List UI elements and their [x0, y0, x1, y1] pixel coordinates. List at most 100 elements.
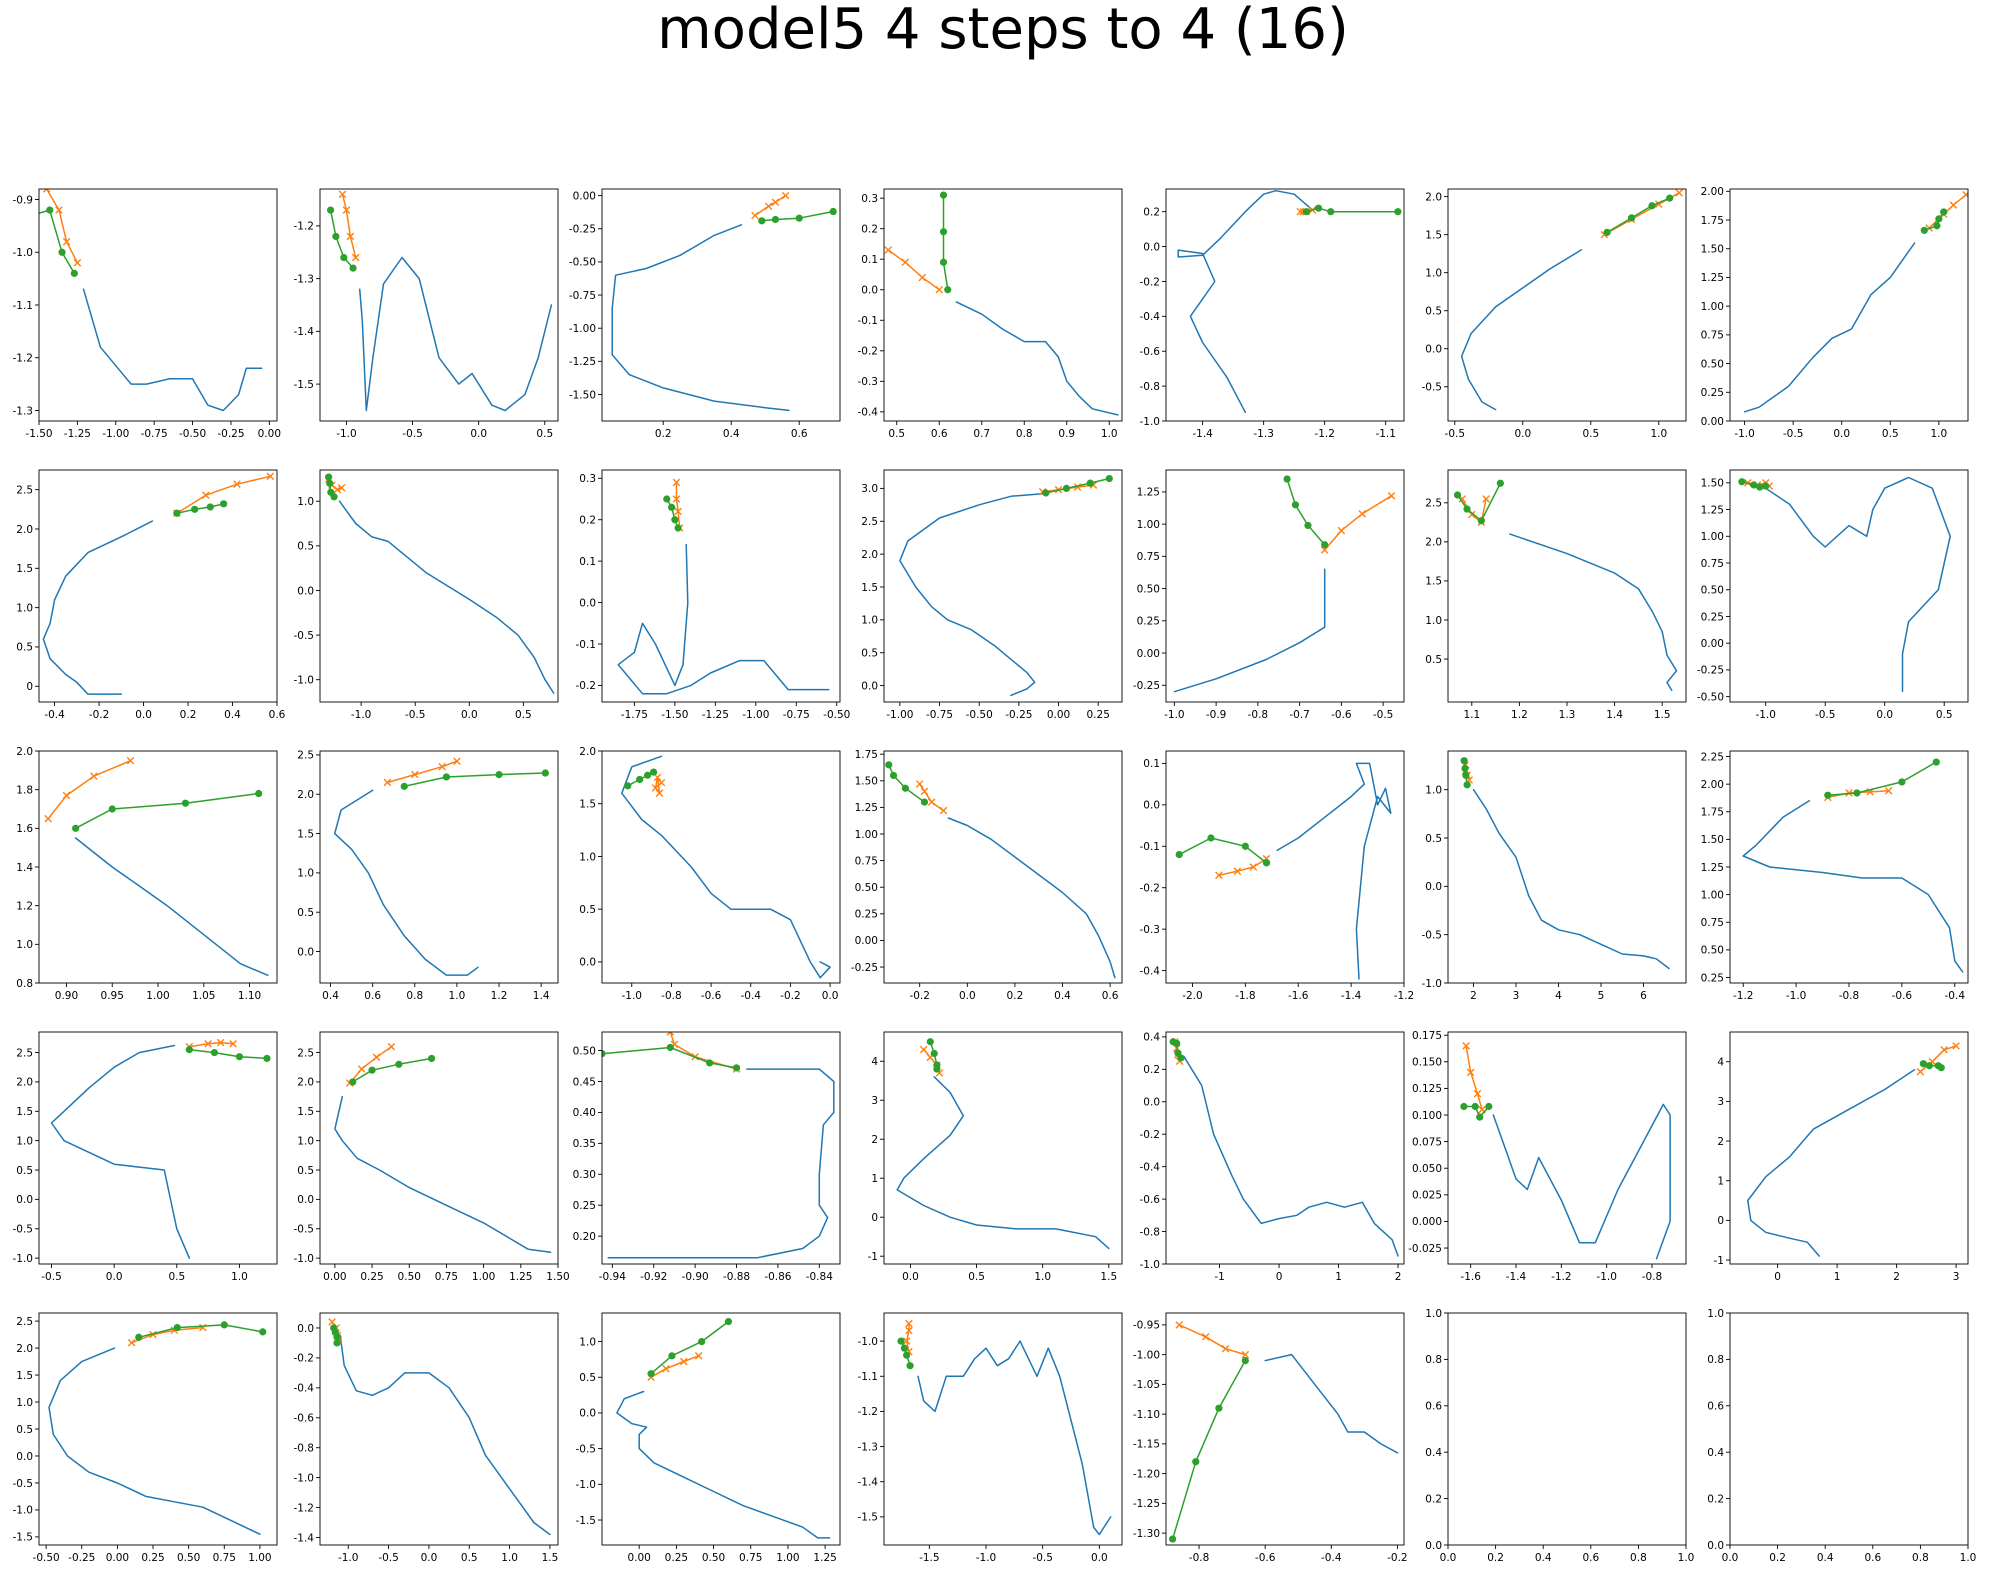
axes-frame — [883, 188, 1123, 422]
truth-marker — [1962, 190, 1968, 199]
subplot-6: -0.5 0.0 0.5 1.0 -0.5 0.0 0.5 1.0 1.5 2.0 — [1422, 188, 1687, 440]
truth-marker — [438, 762, 446, 771]
prediction-marker — [330, 493, 338, 501]
y-tick-label: 0.125 — [1412, 1083, 1442, 1095]
x-tick-label: 0.25 — [360, 1271, 383, 1283]
truth-marker — [1949, 201, 1958, 209]
prediction-marker — [906, 1362, 914, 1370]
x-tick-label: 0.0 — [1876, 709, 1893, 721]
plot-area — [1738, 476, 1951, 693]
y-tick-label: -0.8 — [1140, 381, 1161, 393]
history-line — [1492, 1103, 1671, 1260]
subplot-32: -1.5 -1.0 -0.5 0.0 -1.5 -1.4 -1.3 -1.2 -1.1 -1.0 — [858, 1312, 1123, 1564]
prediction-marker — [649, 768, 658, 776]
axes-frame — [1165, 750, 1405, 984]
subplot-10: -1.75 -1.50 -1.25 -1.00 -0.75 -0.50 -0.2 -0.1 0.… — [576, 469, 850, 721]
y-tick-label: 0.5 — [297, 1165, 314, 1177]
y-tick-label: -1.4 — [858, 1477, 879, 1489]
x-tick-label: 0.00 — [627, 1552, 650, 1564]
x-tick-label: 6 — [1640, 990, 1647, 1002]
prediction-marker — [1937, 1064, 1945, 1072]
x-tick-label: 0.4 — [1054, 990, 1071, 1002]
truth-marker — [127, 1338, 136, 1347]
history-line — [358, 256, 553, 412]
x-tick-label: 5 — [1598, 990, 1605, 1002]
prediction-marker — [1933, 222, 1941, 230]
subplot-35: 0.0 0.2 0.4 0.6 0.8 1.0 0.0 0.2 0.4 0.6 0.8 1.0 — [1707, 1308, 1976, 1564]
prediction-marker — [173, 1323, 181, 1332]
subplot-14: -1.0 -0.5 0.0 0.5 -0.50 -0.25 0.00 0.25 0.50 0.75… — [1697, 469, 1969, 721]
prediction-marker — [220, 500, 228, 508]
truth-line — [1323, 495, 1393, 551]
truth-marker — [1952, 1042, 1960, 1050]
prediction-marker — [46, 206, 54, 214]
y-tick-label: 0.0 — [861, 680, 878, 692]
y-tick-label: -0.1 — [576, 639, 597, 651]
y-tick-label: 0.8 — [16, 978, 33, 990]
prediction-marker — [1321, 541, 1329, 549]
y-tick-label: 0.0 — [16, 1451, 33, 1463]
plot-area — [899, 474, 1113, 697]
y-tick-label: -1 — [868, 1251, 878, 1263]
plot-area — [1177, 189, 1402, 414]
x-tick-label: 0.0 — [106, 1271, 123, 1283]
truth-marker — [905, 1326, 913, 1335]
y-tick-label: 2.0 — [1425, 537, 1442, 549]
subplot-1: -1.50 -1.25 -1.00 -0.75 -0.50 -0.25 0.00 -1.3 -1… — [13, 188, 281, 440]
y-tick-label: 1.50 — [1701, 478, 1724, 490]
truth-marker — [333, 485, 342, 494]
x-tick-label: 1.0 — [449, 990, 466, 1002]
prediction-marker — [698, 1337, 706, 1346]
truth-marker — [73, 259, 82, 267]
history-line — [1747, 1068, 1916, 1257]
prediction-line — [900, 1340, 911, 1367]
x-tick-label: 0.2 — [1007, 990, 1024, 1002]
y-tick-label: -1.0 — [294, 1472, 315, 1484]
y-tick-label: 1 — [1717, 1176, 1724, 1188]
x-tick-label: -0.5 — [405, 709, 426, 721]
prediction-marker — [668, 1352, 676, 1360]
y-tick-label: -0.4 — [1140, 1161, 1161, 1173]
y-tick-label: -1.15 — [1133, 1439, 1160, 1451]
truth-marker — [410, 770, 419, 779]
x-tick-label: -1.4 — [1506, 1271, 1527, 1283]
y-tick-label: 0.2 — [861, 223, 878, 235]
x-tick-label: -0.50 — [823, 709, 850, 721]
subplot-2: -1.0 -0.5 0.0 0.5 -1.5 -1.4 -1.3 -1.2 — [294, 188, 559, 440]
figure-title: model5 4 steps to 4 (16) — [657, 0, 1349, 62]
prediction-marker — [1496, 479, 1504, 487]
prediction-line — [761, 210, 834, 222]
y-tick-label: 2 — [871, 1134, 878, 1146]
y-tick-label: 2.0 — [297, 1077, 314, 1089]
x-tick-label: 0.95 — [101, 990, 124, 1002]
prediction-marker — [1485, 1102, 1493, 1111]
x-tick-label: -0.6 — [1331, 709, 1352, 721]
y-tick-label: -1.4 — [294, 326, 315, 338]
x-tick-label: -1.0 — [1164, 709, 1185, 721]
prediction-marker — [1062, 484, 1071, 493]
prediction-marker — [395, 1060, 403, 1068]
truth-marker — [233, 480, 241, 488]
x-tick-label: 2 — [1893, 1271, 1900, 1283]
truth-marker — [346, 232, 355, 241]
prediction-marker — [541, 769, 549, 777]
y-tick-label: 1.75 — [855, 749, 878, 761]
x-tick-label: -0.5 — [1032, 1552, 1053, 1564]
y-tick-label: -0.75 — [569, 290, 596, 302]
x-tick-label: 1.00 — [146, 990, 169, 1002]
plot-area — [39, 189, 263, 412]
y-tick-label: -0.6 — [294, 1413, 315, 1425]
y-tick-label: 0.50 — [1701, 358, 1724, 370]
prediction-marker — [666, 1043, 674, 1052]
x-tick-label: -0.5 — [1783, 428, 1804, 440]
y-tick-label: 0.025 — [1412, 1190, 1442, 1202]
prediction-marker — [795, 214, 803, 222]
x-tick-label: 0.25 — [141, 1552, 164, 1564]
y-tick-label: 1.2 — [16, 900, 33, 912]
x-tick-label: -1.4 — [1341, 990, 1362, 1002]
y-tick-label: -1.3 — [858, 1441, 879, 1453]
x-tick-label: -0.94 — [599, 1271, 626, 1283]
axes-frame — [1729, 469, 1969, 703]
y-tick-label: -0.50 — [569, 257, 596, 269]
y-tick-label: 0.0 — [297, 1323, 314, 1335]
